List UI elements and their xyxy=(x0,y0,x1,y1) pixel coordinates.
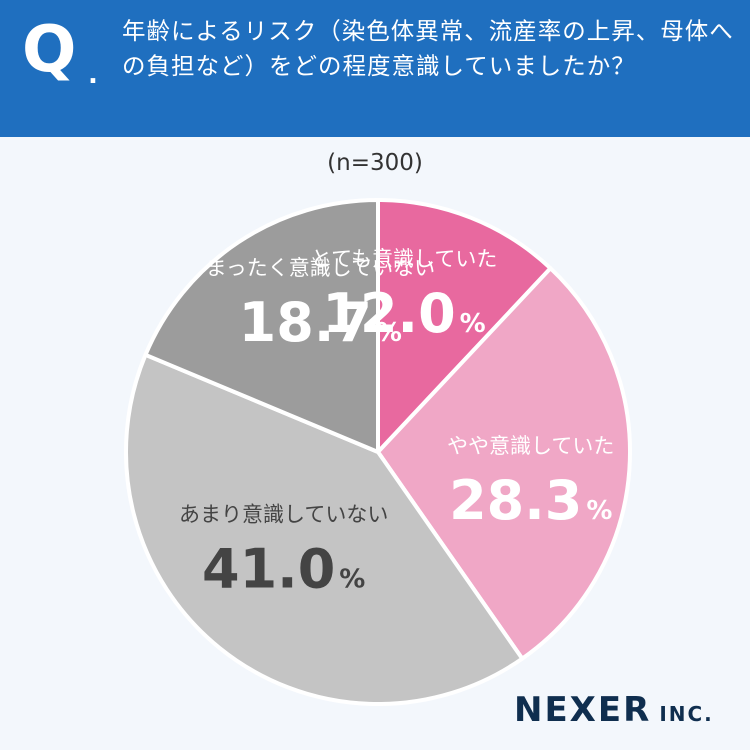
slice-label-1: とても意識していた xyxy=(311,247,498,271)
slice-label-4: まったく意識していない xyxy=(206,256,436,280)
pie-slice-1 xyxy=(376,198,553,454)
company-logo: NEXER INC. xyxy=(514,690,714,730)
question-text: 年齢によるリスク（染色体異常、流産率の上昇、母体への負担など）をどの程度意識して… xyxy=(122,17,734,80)
sample-size: (n=300) xyxy=(327,150,423,176)
slice-value-4: 18.7% xyxy=(239,291,402,354)
slice-label-3: あまり意識していない xyxy=(179,503,388,527)
pie-slice-2 xyxy=(376,266,632,661)
slice-value-3: 41.0% xyxy=(202,538,365,601)
slice-value-2: 28.3% xyxy=(449,469,612,532)
question-q-dot: . xyxy=(88,60,98,90)
question-header: Q . 年齢によるリスク（染色体異常、流産率の上昇、母体への負担など）をどの程度… xyxy=(0,0,750,137)
slice-label-2: やや意識していた xyxy=(447,434,614,458)
pie-slice-4 xyxy=(143,198,380,454)
pie-slice-3 xyxy=(124,352,525,706)
logo-suffix: INC. xyxy=(659,702,714,726)
logo-name: NEXER xyxy=(514,690,652,730)
slice-value-1: 12.0% xyxy=(322,282,485,345)
question-q-mark: Q xyxy=(22,13,77,87)
